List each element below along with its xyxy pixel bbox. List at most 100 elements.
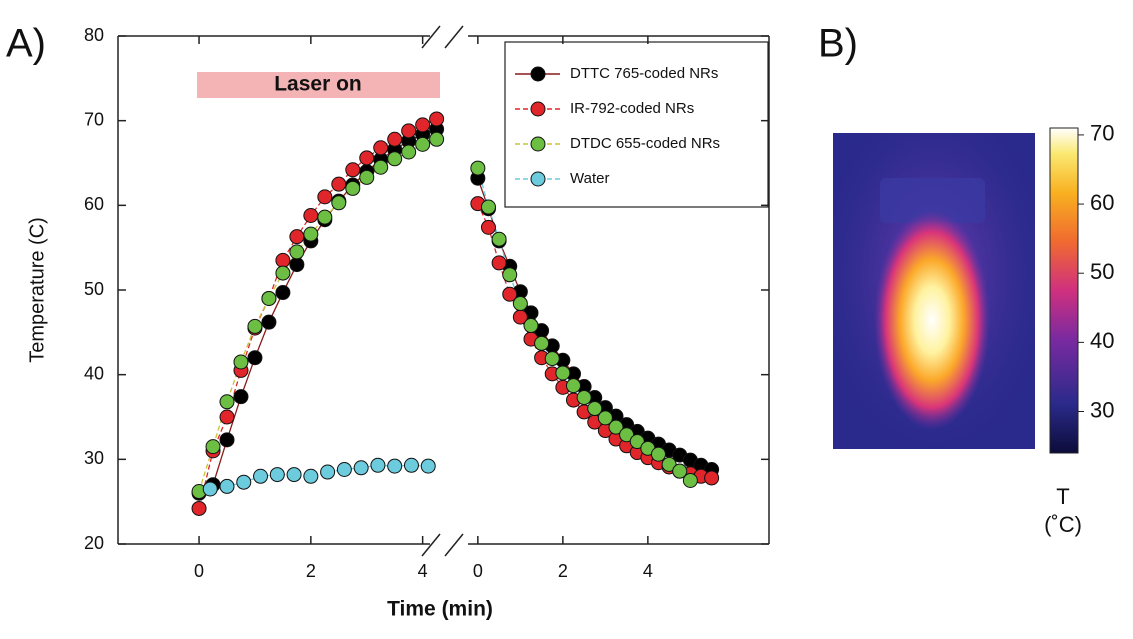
colorbar-tick-label: 60: [1090, 190, 1114, 215]
colorbar: [1050, 128, 1078, 453]
data-point: [402, 124, 416, 138]
data-point: [234, 355, 248, 369]
data-point: [276, 253, 290, 267]
x-tick-label: 2: [306, 561, 316, 581]
panel-label: A): [6, 22, 46, 66]
data-point: [220, 395, 234, 409]
data-point: [374, 141, 388, 155]
data-point: [254, 469, 268, 483]
data-point: [404, 458, 418, 472]
x-tick-label: 2: [558, 561, 568, 581]
x-tick-label: 0: [194, 561, 204, 581]
data-point: [304, 208, 318, 222]
data-point: [566, 379, 580, 393]
data-point: [354, 461, 368, 475]
series-line: [478, 204, 712, 478]
data-point: [203, 482, 217, 496]
x-tick-label: 4: [418, 561, 428, 581]
data-point: [388, 152, 402, 166]
data-point: [471, 161, 485, 175]
series-line: [199, 129, 437, 493]
data-point: [577, 391, 591, 405]
data-point: [705, 471, 719, 485]
data-point: [206, 440, 220, 454]
y-tick-label: 80: [84, 25, 104, 45]
y-tick-label: 30: [84, 448, 104, 468]
data-point: [262, 291, 276, 305]
panel-label: B): [818, 22, 858, 66]
data-point: [430, 112, 444, 126]
data-point: [416, 137, 430, 151]
data-point: [220, 410, 234, 424]
data-point: [346, 181, 360, 195]
data-point: [337, 462, 351, 476]
data-point: [332, 177, 346, 191]
data-point: [304, 469, 318, 483]
legend-marker: [531, 137, 545, 151]
data-point: [290, 258, 304, 272]
data-point: [237, 475, 251, 489]
data-point: [248, 351, 262, 365]
data-point: [481, 220, 495, 234]
data-point: [287, 468, 301, 482]
legend-marker: [531, 67, 545, 81]
y-tick-label: 70: [84, 109, 104, 129]
legend-label: DTTC 765-coded NRs: [570, 65, 718, 82]
data-point: [535, 336, 549, 350]
data-point: [430, 132, 444, 146]
legend-marker: [531, 102, 545, 116]
x-tick-label: 4: [643, 561, 653, 581]
series-line: [478, 168, 691, 480]
annotation: Laser on: [274, 73, 362, 96]
data-point: [318, 210, 332, 224]
data-point: [360, 170, 374, 184]
data-point: [234, 390, 248, 404]
x-axis-label: Time (min): [387, 598, 493, 621]
data-point: [276, 286, 290, 300]
colorbar-label: T: [1056, 484, 1069, 509]
data-point: [270, 468, 284, 482]
data-point: [290, 230, 304, 244]
data-point: [304, 227, 318, 241]
data-point: [402, 145, 416, 159]
data-point: [220, 479, 234, 493]
data-point: [503, 268, 517, 282]
data-point: [492, 256, 506, 270]
colorbar-tick-label: 50: [1090, 259, 1114, 284]
data-point: [332, 196, 346, 210]
data-point: [371, 458, 385, 472]
data-point: [545, 352, 559, 366]
data-point: [513, 297, 527, 311]
legend-label: IR-792-coded NRs: [570, 100, 694, 117]
data-point: [683, 474, 697, 488]
data-point: [290, 245, 304, 259]
colorbar-tick-label: 40: [1090, 328, 1114, 353]
data-point: [262, 315, 276, 329]
colorbar-tick-label: 30: [1090, 397, 1114, 422]
y-tick-label: 50: [84, 279, 104, 299]
data-point: [481, 200, 495, 214]
hot-spot: [874, 210, 990, 430]
y-axis-label: Temperature (C): [26, 217, 48, 363]
data-point: [248, 319, 262, 333]
data-point: [192, 501, 206, 515]
data-point: [318, 190, 332, 204]
data-point: [321, 465, 335, 479]
data-point: [416, 118, 430, 132]
series-line: [199, 119, 437, 508]
legend-label: DTDC 655-coded NRs: [570, 135, 720, 152]
data-point: [556, 366, 570, 380]
series-line: [199, 139, 437, 491]
legend-label: Water: [570, 170, 609, 187]
data-point: [276, 266, 290, 280]
data-point: [220, 433, 234, 447]
data-point: [346, 163, 360, 177]
y-tick-label: 20: [84, 533, 104, 553]
data-point: [374, 160, 388, 174]
y-tick-label: 40: [84, 363, 104, 383]
data-point: [360, 151, 374, 165]
x-tick-label: 0: [473, 561, 483, 581]
legend-marker: [531, 172, 545, 186]
data-point: [651, 447, 665, 461]
data-point: [388, 459, 402, 473]
